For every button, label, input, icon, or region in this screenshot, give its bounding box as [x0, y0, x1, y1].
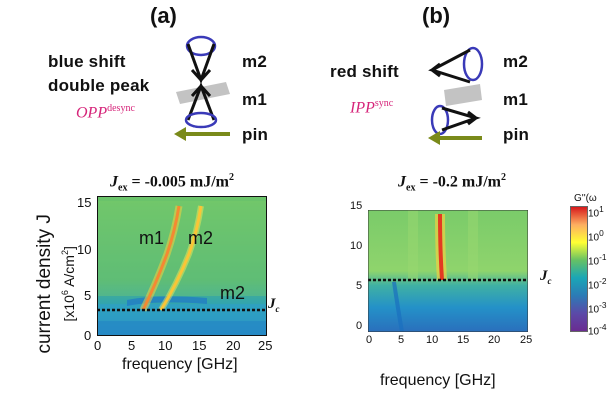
- m2-spin-arrows: [186, 43, 216, 85]
- x-tick-a-5: 5: [128, 338, 136, 353]
- m1-spin-arrows: [186, 81, 216, 121]
- plot-a-label-m2b: m2: [220, 283, 246, 303]
- layer-m1-b: m1: [503, 90, 528, 109]
- x-tick-a-25: 25: [258, 338, 273, 353]
- jc-label-b: Jc: [540, 268, 552, 286]
- plot-b-title: Jex = -0.2 mJ/m2: [398, 172, 506, 194]
- y-tick-b-10: 10: [350, 240, 363, 252]
- y-tick-a-5: 5: [84, 288, 92, 303]
- x-axis-label-b: frequency [GHz]: [380, 372, 496, 389]
- cb-tick-5: 10-4: [588, 322, 607, 338]
- panel-a-label: (a): [150, 3, 177, 28]
- mode-opp-desync: OPPdesync: [76, 103, 135, 122]
- mode-ipp-sync: IPPsync: [350, 98, 394, 117]
- layer-pin-a: pin: [242, 125, 269, 144]
- plot-a-label-m1: m1: [139, 228, 165, 248]
- y-tick-b-5: 5: [356, 280, 363, 292]
- layer-m2-b: m2: [503, 52, 528, 71]
- x-tick-b-15: 15: [457, 334, 470, 346]
- layer-m2-a: m2: [242, 52, 267, 71]
- x-tick-b-25: 25: [520, 334, 533, 346]
- heatmap-a: [97, 196, 267, 336]
- layer-pin-b: pin: [503, 125, 530, 144]
- x-tick-b-20: 20: [488, 334, 501, 346]
- desc-red-shift: red shift: [330, 62, 399, 81]
- m2-spin-arrows: [428, 48, 471, 84]
- desc-blue-shift: blue shift: [48, 52, 126, 71]
- m2-orbit: [462, 46, 484, 82]
- x-tick-b-5: 5: [398, 334, 405, 346]
- y-tick-a-10: 10: [77, 242, 92, 257]
- spacer: [444, 84, 482, 106]
- desc-double-peak: double peak: [48, 76, 150, 95]
- m1-orbit: [184, 111, 218, 129]
- m1-spin-arrows: [441, 106, 481, 132]
- jc-label-a: Jc: [268, 296, 280, 314]
- plot-a-title: Jex = -0.005 mJ/m2: [110, 172, 234, 194]
- y-axis-label: current density J [x106 A/cm2]: [34, 214, 77, 354]
- schematic-a-spins: [174, 35, 230, 141]
- panel-b-label: (b): [422, 3, 451, 28]
- x-tick-a-20: 20: [226, 338, 241, 353]
- cb-tick-0: 101: [588, 204, 604, 220]
- cb-tick-1: 100: [588, 228, 604, 244]
- colorbar: [570, 206, 588, 332]
- y-tick-a-0: 0: [84, 328, 92, 343]
- x-tick-b-10: 10: [426, 334, 439, 346]
- colorbar-title: G''(ω: [574, 193, 597, 204]
- y-tick-a-15: 15: [77, 195, 92, 210]
- plot-a-label-m2: m2: [188, 228, 214, 248]
- cb-tick-2: 10-1: [588, 252, 607, 268]
- x-tick-a-15: 15: [192, 338, 207, 353]
- cb-tick-3: 10-2: [588, 276, 607, 292]
- layer-m1-a: m1: [242, 90, 267, 109]
- x-axis-label-a: frequency [GHz]: [122, 356, 238, 373]
- ridge-m2: [159, 205, 203, 311]
- m2-orbit: [185, 35, 217, 57]
- y-tick-b-0: 0: [356, 320, 363, 332]
- x-tick-a-0: 0: [94, 338, 102, 353]
- cb-tick-4: 10-3: [588, 300, 607, 316]
- y-tick-b-15: 15: [350, 200, 363, 212]
- x-tick-a-10: 10: [158, 338, 173, 353]
- heatmap-b: [368, 210, 528, 332]
- x-tick-b-0: 0: [366, 334, 373, 346]
- schematic-b-spins: [428, 46, 484, 145]
